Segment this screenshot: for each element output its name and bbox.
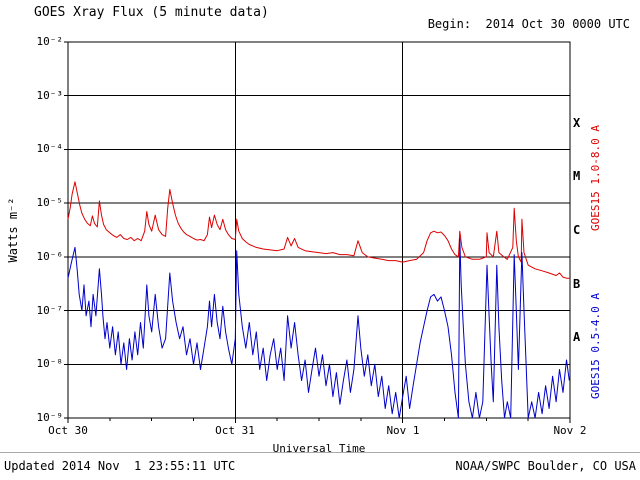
flare-class-b: B bbox=[573, 277, 581, 291]
y-tick-label: 10⁻³ bbox=[36, 89, 64, 102]
flare-class-m: M bbox=[573, 169, 581, 183]
x-tick-label: Nov 2 bbox=[553, 424, 587, 437]
y-tick-label: 10⁻² bbox=[36, 35, 64, 48]
series-line-long bbox=[67, 181, 570, 279]
footer-separator bbox=[0, 452, 640, 453]
source-attribution: NOAA/SWPC Boulder, CO USA bbox=[455, 459, 636, 473]
series-label-long: GOES15 1.0-8.0 A bbox=[589, 125, 602, 231]
series-label-short: GOES15 0.5-4.0 A bbox=[589, 293, 602, 399]
begin-timestamp: Begin: 2014 Oct 30 0000 UTC bbox=[427, 17, 630, 31]
x-tick-label: Oct 31 bbox=[215, 424, 255, 437]
x-tick-label: Nov 1 bbox=[386, 424, 420, 437]
flare-class-a: A bbox=[573, 330, 581, 344]
y-tick-label: 10⁻⁹ bbox=[36, 411, 64, 424]
series-line-short bbox=[67, 238, 570, 419]
x-tick-label: Oct 30 bbox=[48, 424, 88, 437]
y-tick-label: 10⁻⁵ bbox=[36, 196, 64, 209]
y-tick-label: 10⁻⁷ bbox=[36, 304, 64, 317]
flare-class-x: X bbox=[573, 116, 581, 130]
y-tick-label: 10⁻⁸ bbox=[36, 357, 64, 370]
plot-border bbox=[67, 41, 571, 419]
flare-class-c: C bbox=[573, 223, 581, 237]
y-tick-label: 10⁻⁶ bbox=[36, 250, 64, 263]
y-tick-label: 10⁻⁴ bbox=[36, 142, 64, 155]
chart-title: GOES Xray Flux (5 minute data) bbox=[34, 5, 269, 20]
x-axis-title: Universal Time bbox=[272, 442, 366, 455]
updated-timestamp: Updated 2014 Nov 1 23:55:11 UTC bbox=[4, 459, 236, 473]
